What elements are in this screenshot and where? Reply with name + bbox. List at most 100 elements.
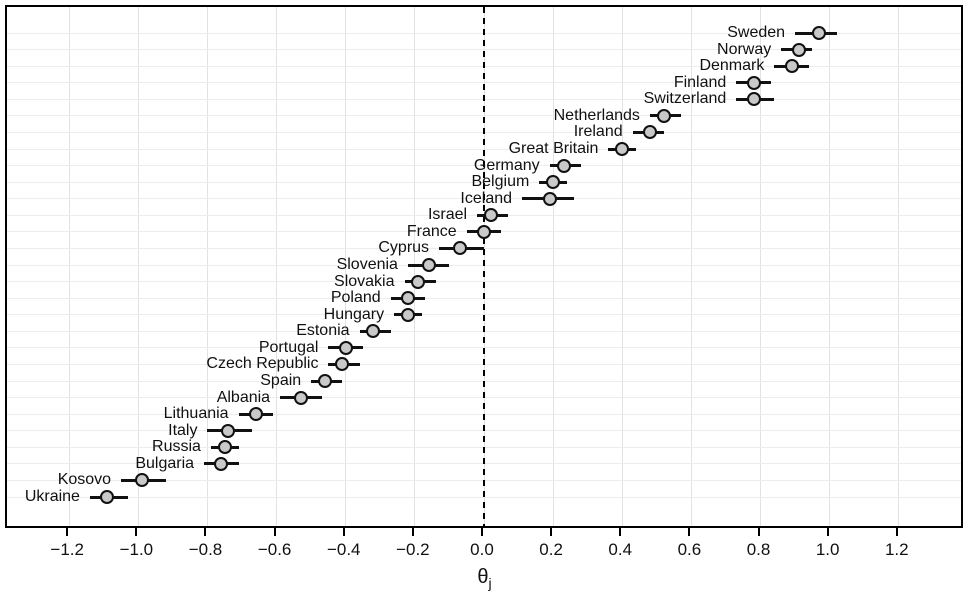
country-label: Ireland [573, 123, 623, 141]
data-point-dot [746, 92, 761, 107]
x-axis-tick-label: 0.4 [608, 540, 633, 559]
data-point-dot [556, 158, 571, 173]
country-label: Finland [673, 73, 727, 91]
country-label: Slovenia [336, 256, 398, 273]
country-label: Spain [260, 372, 302, 389]
x-axis-tick [895, 528, 898, 536]
x-axis-tick-label: −0.8 [188, 540, 223, 559]
x-axis-tick-label: 0.6 [677, 540, 702, 559]
x-axis-tick-label: −1.2 [50, 540, 84, 559]
x-axis-tick [135, 528, 138, 536]
country-label: Czech Republic [206, 355, 319, 373]
country-label: Russia [152, 438, 201, 456]
x-axis-tick [757, 528, 760, 536]
x-axis-tick-label: 1.2 [884, 540, 909, 559]
data-point-dot [812, 26, 827, 40]
data-point-dot [293, 390, 308, 405]
data-point-dot [746, 75, 761, 90]
x-axis-tick [550, 528, 553, 536]
country-label: Italy [168, 421, 198, 439]
country-label: Norway [717, 40, 772, 58]
x-axis-tick-label: −0.6 [257, 540, 292, 559]
plot-area: Sweden Norway Denmark Finland Switzerland Net… [5, 5, 963, 528]
data-point-dot [214, 456, 229, 471]
x-axis-tick-label: −0.2 [396, 540, 430, 559]
data-point-dot [366, 324, 381, 339]
country-label: Slovakia [334, 272, 395, 290]
data-point-dot [477, 224, 491, 239]
country-label: Netherlands [553, 106, 640, 124]
x-axis-label-subscript: j [488, 575, 492, 591]
vertical-gridline [621, 7, 623, 526]
country-label: Poland [330, 289, 381, 307]
data-point-dot [642, 125, 657, 140]
data-point-dot [421, 258, 436, 272]
x-axis-tick [273, 528, 276, 536]
data-point-dot [338, 340, 353, 355]
vertical-gridline [414, 7, 416, 526]
data-point-dot [656, 108, 671, 123]
data-point-dot [546, 175, 561, 190]
data-point-dot [483, 208, 498, 223]
x-axis-tick-label: 0.2 [539, 540, 563, 559]
country-label: Belgium [471, 173, 530, 191]
vertical-gridline [552, 7, 554, 526]
country-label: Cyprus [378, 239, 430, 257]
x-axis-tick [204, 528, 207, 536]
data-point-dot [791, 42, 806, 57]
x-axis-label-base: θ [477, 566, 489, 588]
x-axis-tick-label: −0.4 [326, 540, 361, 559]
country-label: Ukraine [24, 488, 80, 505]
x-axis-tick [619, 528, 622, 536]
data-point-dot [615, 142, 630, 156]
country-label: Israel [427, 206, 468, 224]
x-axis-tick-label: −1.0 [119, 540, 154, 559]
vertical-gridline [898, 7, 900, 526]
x-axis-tick-label: 1.0 [815, 540, 840, 559]
x-axis-tick [481, 528, 483, 536]
vertical-gridline [690, 7, 692, 526]
data-point-dot [411, 274, 426, 289]
data-point-dot [221, 423, 236, 438]
zero-reference-line [483, 7, 485, 526]
vertical-gridline [137, 7, 139, 526]
vertical-gridline [68, 7, 70, 526]
country-label: Bulgaria [135, 454, 195, 472]
data-point-dot [542, 191, 557, 206]
country-label: Germany [473, 156, 540, 174]
data-point-dot [318, 374, 332, 388]
country-label: Albania [216, 388, 271, 406]
x-axis-tick-label: 0.8 [746, 540, 771, 559]
country-label: France [406, 222, 457, 240]
country-label: Portugal [258, 338, 319, 356]
vertical-gridline [345, 7, 347, 526]
country-label: Kosovo [57, 471, 112, 489]
data-point-dot [134, 473, 149, 488]
country-label: Sweden [727, 24, 786, 41]
data-point-dot [452, 241, 467, 256]
vertical-gridline [760, 7, 762, 526]
country-label: Denmark [699, 57, 765, 75]
country-label: Switzerland [643, 90, 727, 108]
country-label: Estonia [296, 322, 350, 340]
x-axis-tick [826, 528, 829, 536]
data-point-dot [400, 307, 415, 322]
data-point-dot [248, 407, 263, 422]
data-point-dot [100, 490, 115, 504]
vertical-gridline [829, 7, 831, 526]
x-axis-tick [411, 528, 414, 536]
x-axis-tick-label: 0.0 [470, 540, 494, 559]
vertical-gridline [276, 7, 278, 526]
x-axis-tick [688, 528, 691, 536]
data-point-dot [400, 291, 415, 306]
data-point-dot [784, 59, 799, 74]
data-point-dot [217, 440, 232, 455]
x-axis-tick [342, 528, 345, 536]
vertical-gridline [206, 7, 208, 526]
x-axis: −1.2 −1.0 −0.8 −0.6 −0.4 −0.2 0.0 0.2 0.4 0.6 0.8 1… [5, 528, 963, 604]
country-label: Great Britain [508, 140, 599, 157]
data-point-dot [335, 357, 350, 372]
country-label: Iceland [460, 189, 513, 207]
x-axis-tick [66, 528, 69, 536]
